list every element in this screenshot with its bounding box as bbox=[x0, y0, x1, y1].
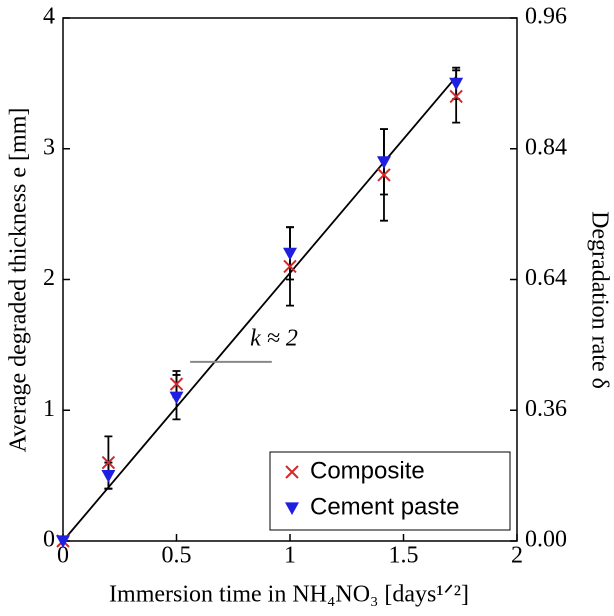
legend-marker bbox=[285, 465, 299, 479]
y2-tick-label: 0.84 bbox=[525, 134, 567, 160]
y-tick-label: 2 bbox=[43, 265, 55, 291]
x-tick-label: 0 bbox=[57, 543, 69, 569]
y2-axis-label: Degradation rate δ bbox=[586, 211, 612, 389]
legend-marker bbox=[285, 502, 299, 515]
marker-cross bbox=[377, 168, 391, 182]
x-tick-label: 2 bbox=[511, 543, 523, 569]
marker-triangle bbox=[101, 470, 116, 483]
marker-cross bbox=[449, 89, 463, 104]
marker-cross bbox=[169, 377, 184, 391]
marker-cross bbox=[101, 455, 116, 470]
annotation: k ≈ 2 bbox=[250, 325, 298, 351]
marker-cross bbox=[283, 259, 297, 274]
marker-triangle bbox=[376, 156, 391, 169]
y2-tick-label: 0.64 bbox=[525, 265, 567, 291]
marker-triangle bbox=[169, 391, 184, 405]
y-axis-label: Average degraded thickness e [mm] bbox=[6, 108, 32, 453]
x-tick-label: 0.5 bbox=[162, 543, 192, 569]
x-tick-label: 1 bbox=[284, 543, 296, 569]
x-axis-label: Immersion time in NH₄NO₃ [days¹ᐟ²] bbox=[109, 582, 469, 608]
y2-tick-label: 0.96 bbox=[525, 4, 567, 30]
marker-triangle bbox=[56, 535, 70, 548]
marker-triangle bbox=[449, 77, 464, 91]
y2-tick-label: 0.00 bbox=[525, 527, 567, 553]
y-tick-label: 3 bbox=[43, 134, 55, 160]
x-tick-label: 1.5 bbox=[389, 543, 419, 569]
y-tick-label: 1 bbox=[43, 396, 55, 422]
marker-triangle bbox=[283, 247, 297, 261]
legend-label: Composite bbox=[310, 457, 425, 484]
y-tick-label: 0 bbox=[43, 527, 55, 553]
y2-tick-label: 0.36 bbox=[525, 396, 567, 422]
fit-line bbox=[62, 76, 457, 542]
legend-box bbox=[269, 451, 511, 531]
y-tick-label: 4 bbox=[43, 4, 55, 30]
legend-label: Cement paste bbox=[310, 493, 459, 520]
